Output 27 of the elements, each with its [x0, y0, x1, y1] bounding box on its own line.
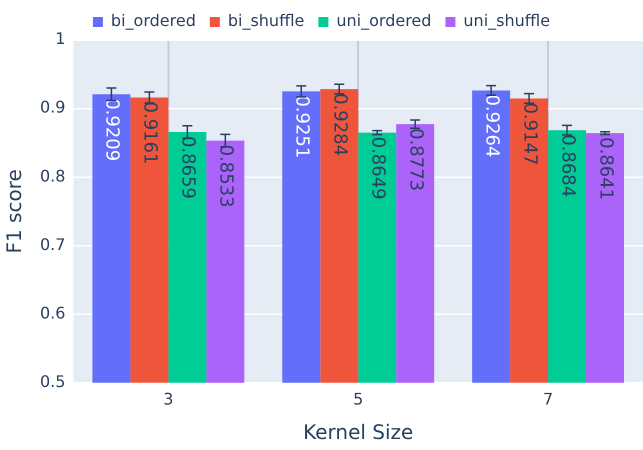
legend-label: bi_shuffle: [228, 11, 304, 30]
legend-label: uni_ordered: [336, 11, 432, 30]
legend-label: bi_ordered: [110, 11, 196, 30]
data-label: 0.8659: [178, 136, 199, 199]
data-label: 0.9284: [330, 93, 351, 156]
y-tick-label: 0.8: [40, 166, 66, 186]
data-label: 0.8649: [368, 136, 389, 200]
data-label: 0.9209: [102, 98, 123, 162]
y-tick-label: 0.9: [40, 98, 66, 117]
x-axis-title: Kernel Size: [303, 420, 414, 444]
x-tick-label: 5: [353, 390, 364, 409]
y-axis-title: F1 score: [2, 169, 26, 254]
data-label: 0.8641: [595, 137, 616, 200]
data-label: 0.9147: [519, 102, 540, 166]
x-tick-label: 3: [163, 390, 174, 409]
y-tick-label: 1: [55, 29, 66, 48]
legend-label: uni_shuffle: [463, 11, 550, 30]
data-label: 0.9251: [292, 95, 313, 158]
y-tick-label: 0.7: [40, 234, 66, 254]
data-label: 0.9264: [481, 94, 502, 158]
y-tick-label: 0.5: [40, 372, 66, 391]
data-label: 0.8533: [216, 144, 237, 208]
x-tick-label: 7: [542, 390, 554, 409]
data-label: 0.8773: [406, 128, 427, 192]
y-tick-label: 0.6: [40, 303, 66, 322]
data-label: 0.9161: [140, 102, 161, 165]
data-label: 0.8684: [557, 134, 578, 198]
